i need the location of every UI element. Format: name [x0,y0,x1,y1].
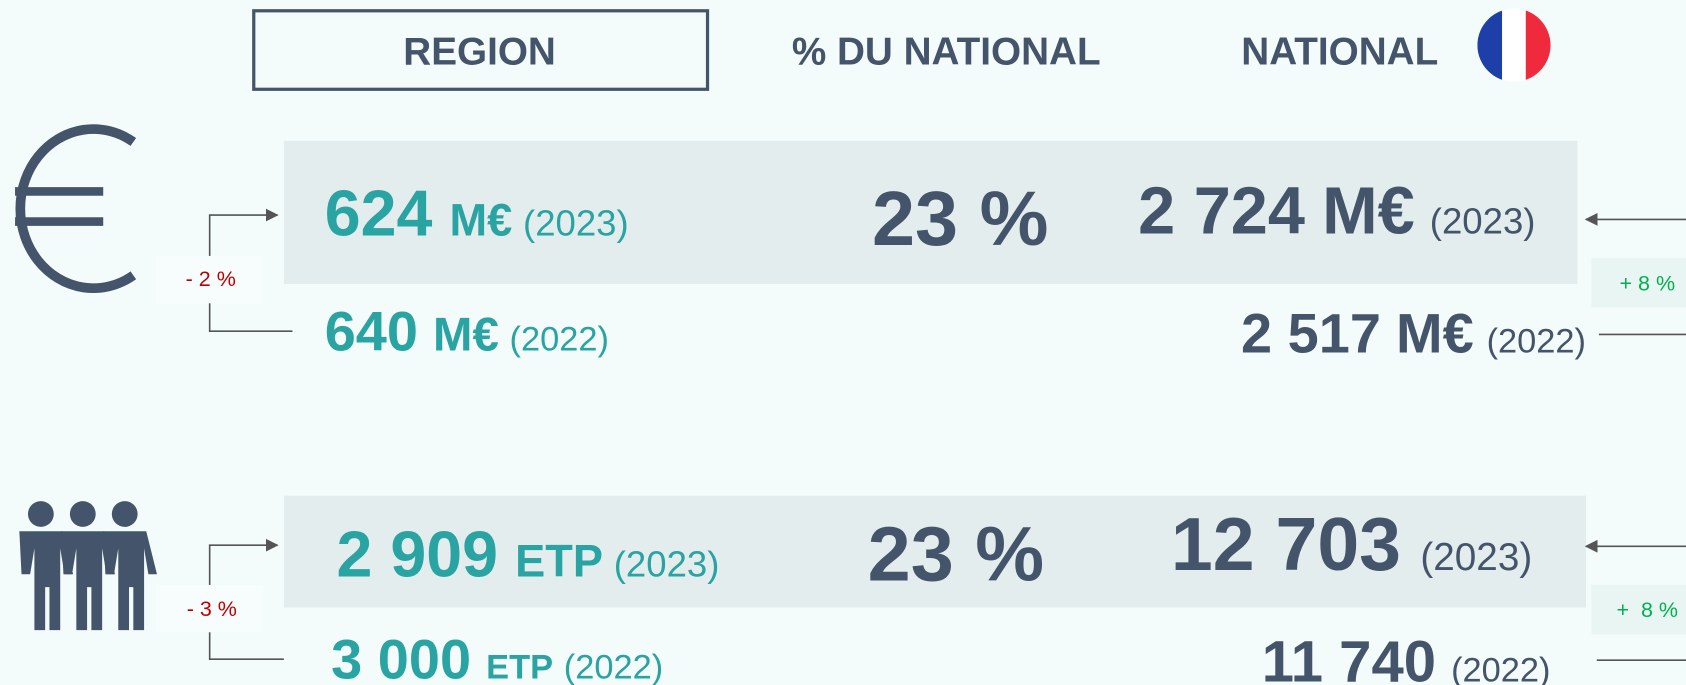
french-flag [1477,8,1551,82]
region-2022: 3 000 ETP (2022) [331,628,663,685]
national-2022: 11 740 (2022) [1262,630,1551,685]
row-band [283,140,1578,284]
value: 3 000 [331,628,471,685]
national-2023: 12 703 (2023) [1171,502,1532,586]
people-icon [19,501,157,631]
national-2023: 2 724 M€ (2023) [1138,174,1535,248]
year: (2022) [1451,652,1550,685]
year: (2023) [1420,536,1532,579]
region-change: - 3 % [187,597,237,621]
national-header: NATIONAL [1241,31,1438,74]
change-box [1591,584,1686,635]
change-box [155,584,264,633]
value: 2 517 [1241,302,1381,365]
region-2023: 2 909 ETP (2023) [337,518,720,590]
change-box [155,255,264,304]
year: (2022) [1487,323,1586,361]
national-change: + 8 % [1620,271,1676,295]
value: 2 909 [337,518,498,590]
year: (2022) [510,321,609,359]
region-box [252,9,710,91]
unit: M€ [450,195,513,246]
unit: ETP [486,649,553,685]
value: 2 724 [1138,174,1305,248]
unit: M€ [433,309,499,362]
value: 11 740 [1262,630,1436,685]
year: (2022) [564,649,663,685]
national-change: + 8 % [1617,598,1679,622]
change-box [1591,258,1686,308]
percent: 23 % [868,512,1044,598]
region-2022: 640 M€ (2022) [325,300,609,363]
year: (2023) [614,543,720,584]
region-2023: 624 M€ (2023) [325,178,629,250]
year: (2023) [1430,200,1536,241]
national-2022: 2 517 M€ (2022) [1241,302,1586,365]
unit: M€ [1322,174,1415,248]
unit: ETP [515,535,603,586]
region-header: REGION [403,31,556,74]
row-band [283,495,1587,608]
value: 624 [325,178,433,250]
percent: 23 % [872,176,1048,262]
region-change: - 2 % [186,267,236,291]
value: 12 703 [1171,502,1401,586]
percent-header: % DU NATIONAL [792,31,1101,74]
euro-icon [15,124,137,294]
year: (2023) [523,203,629,244]
value: 640 [325,300,418,363]
unit: M€ [1396,302,1474,365]
